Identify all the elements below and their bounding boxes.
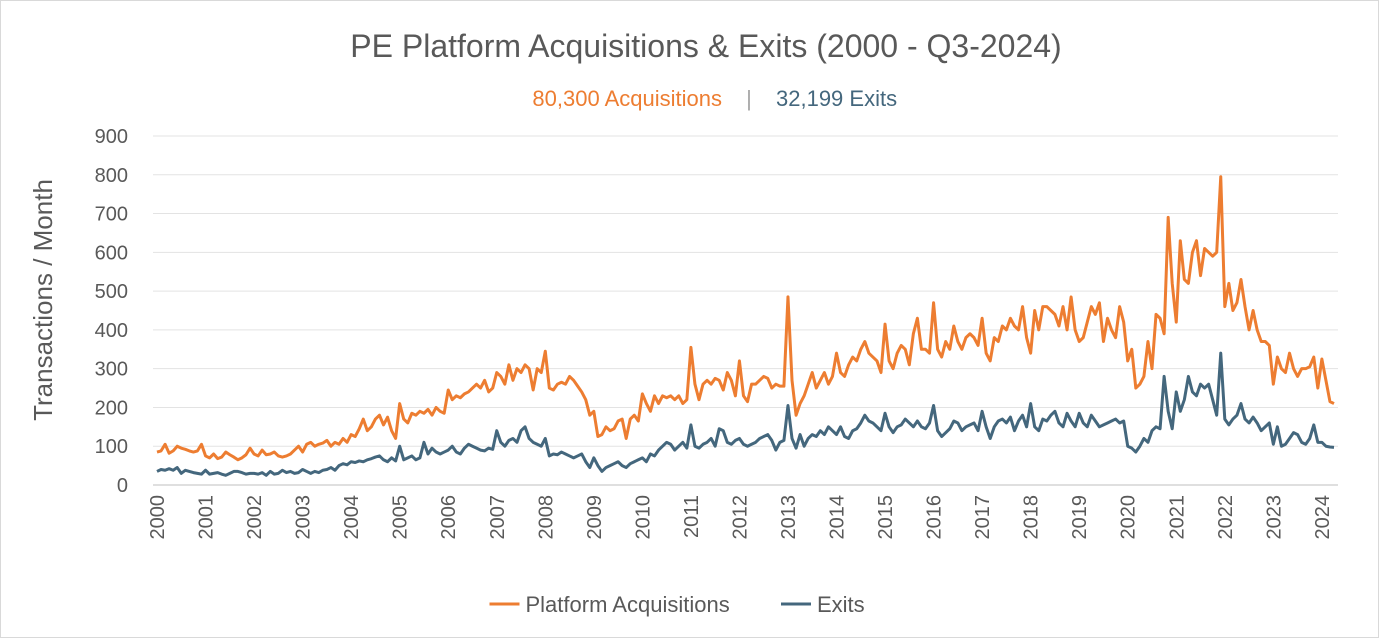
y-tick-label: 500 bbox=[95, 281, 128, 303]
subtitle-separator: | bbox=[746, 86, 752, 111]
x-tick-label: 2011 bbox=[681, 495, 703, 538]
y-tick-label: 700 bbox=[95, 204, 128, 226]
x-tick-label: 2002 bbox=[244, 495, 266, 540]
y-tick-label: 200 bbox=[95, 397, 128, 419]
x-tick-label: 2009 bbox=[584, 495, 606, 540]
legend-label: Platform Acquisitions bbox=[526, 592, 730, 617]
x-tick-label: 2003 bbox=[293, 495, 315, 540]
series-line bbox=[156, 175, 1335, 462]
x-tick-label: 2018 bbox=[1021, 495, 1043, 540]
y-axis-label: Transactions / Month bbox=[28, 179, 58, 421]
x-tick-label: 2017 bbox=[972, 495, 994, 540]
x-tick-label: 2001 bbox=[196, 495, 218, 540]
y-tick-label: 400 bbox=[95, 320, 128, 342]
y-tick-label: 600 bbox=[95, 242, 128, 264]
subtitle-acquisitions: 80,300 Acquisitions bbox=[532, 86, 722, 111]
x-tick-label: 2004 bbox=[341, 495, 363, 540]
x-tick-label: 2023 bbox=[1263, 495, 1285, 540]
y-tick-label: 800 bbox=[95, 165, 128, 187]
x-tick-label: 2007 bbox=[487, 495, 509, 540]
x-tick-label: 2005 bbox=[390, 495, 412, 540]
chart-title: PE Platform Acquisitions & Exits (2000 -… bbox=[350, 28, 1061, 64]
subtitle-exits: 32,199 Exits bbox=[776, 86, 897, 111]
x-tick-label: 2024 bbox=[1312, 495, 1334, 540]
x-tick-label: 2012 bbox=[729, 495, 751, 540]
y-tick-label: 300 bbox=[95, 359, 128, 381]
x-tick-label: 2008 bbox=[535, 495, 557, 540]
x-tick-label: 2022 bbox=[1215, 495, 1237, 540]
x-tick-label: 2014 bbox=[827, 495, 849, 540]
x-tick-label: 2016 bbox=[924, 495, 946, 540]
y-tick-label: 0 bbox=[117, 475, 128, 497]
legend-label: Exits bbox=[817, 592, 865, 617]
x-tick-label: 2021 bbox=[1166, 495, 1188, 540]
x-tick-label: 2013 bbox=[778, 495, 800, 540]
x-tick-label: 2015 bbox=[875, 495, 897, 540]
y-tick-label: 100 bbox=[95, 436, 128, 458]
x-tick-label: 2010 bbox=[632, 495, 654, 540]
x-tick-label: 2000 bbox=[147, 495, 169, 540]
x-tick-label: 2020 bbox=[1118, 495, 1140, 540]
x-tick-label: 2006 bbox=[438, 495, 460, 540]
y-tick-label: 900 bbox=[95, 126, 128, 148]
series-line bbox=[156, 351, 1335, 477]
x-tick-label: 2019 bbox=[1069, 495, 1091, 540]
